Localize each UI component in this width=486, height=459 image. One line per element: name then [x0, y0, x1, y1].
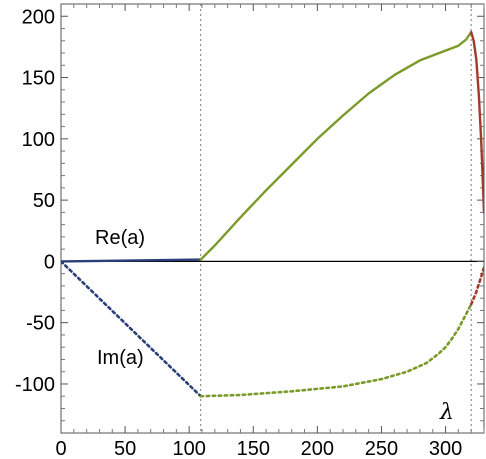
tick-labels: 0 50 100 150 200 250 300 -100 -50 0 50 100 150 200: [15, 6, 462, 459]
x-tick-label: 300: [429, 438, 462, 459]
x-tick-label: 250: [365, 438, 398, 459]
annotation-im: Im(a): [97, 347, 144, 369]
plot-frame: [60, 3, 485, 434]
series-real-line: [470, 31, 484, 214]
y-tick-label: 50: [33, 190, 55, 212]
series-imaginary-line: [199, 302, 473, 398]
series-real-line: [199, 31, 473, 261]
series-imaginary-line: [469, 266, 484, 306]
y-tick-label: -50: [26, 313, 55, 335]
x-tick-label: 150: [237, 438, 270, 459]
axis-ticks: [60, 4, 485, 433]
x-axis-label: λ: [439, 400, 454, 425]
y-tick-label: 150: [22, 68, 55, 90]
series-real-line: [61, 258, 202, 263]
y-tick-label: 0: [44, 251, 55, 273]
x-tick-label: 200: [301, 438, 334, 459]
series-layer: [61, 31, 484, 398]
annotation-re: Re(a): [95, 227, 145, 249]
y-tick-label: -100: [15, 374, 55, 396]
series-imaginary-line: [61, 260, 202, 398]
y-tick-label: 200: [22, 6, 55, 28]
x-tick-label: 0: [55, 438, 66, 459]
x-tick-label: 100: [172, 438, 205, 459]
x-tick-label: 50: [114, 438, 136, 459]
y-tick-label: 100: [22, 129, 55, 151]
